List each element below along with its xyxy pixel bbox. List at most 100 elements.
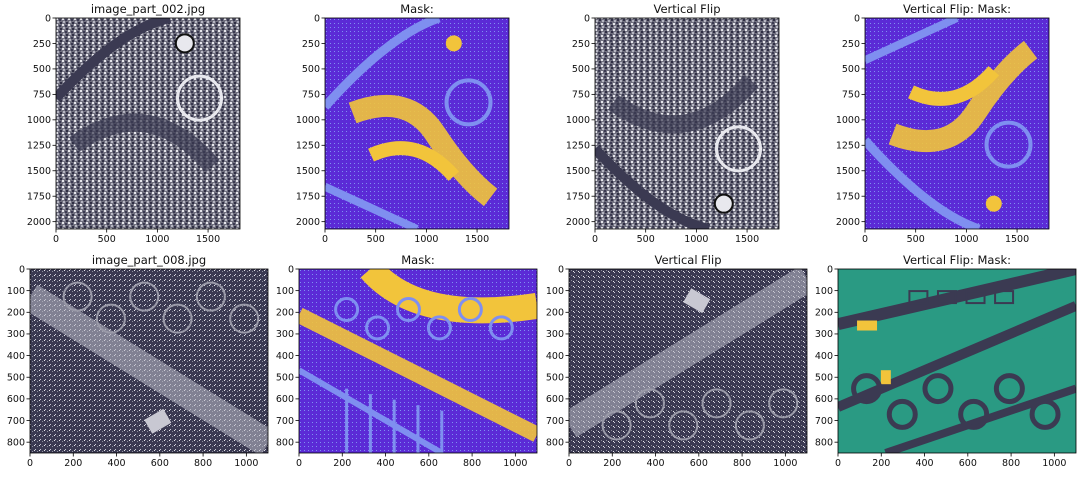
x-tick-label: 1500 — [465, 234, 489, 245]
x-tick-label: 400 — [107, 458, 125, 469]
image-area — [838, 269, 1076, 453]
y-tick-label: 1750 — [566, 192, 590, 203]
y-tick-label: 1250 — [296, 141, 320, 152]
subplot-title: Vertical Flip: Mask: — [903, 253, 1011, 267]
y-tick-label: 500 — [7, 373, 25, 384]
y-tick-label: 600 — [276, 394, 294, 405]
image-content — [299, 269, 537, 453]
x-tick-label: 200 — [872, 458, 890, 469]
y-tick-label: 200 — [815, 308, 833, 319]
subplot: Vertical Flip 0 200 400 600 800 1000 0 100 200 300… — [546, 253, 808, 469]
x-tick-label: 0 — [296, 458, 302, 469]
y-tick-label: 1000 — [566, 115, 590, 126]
x-tick-label: 1000 — [773, 458, 797, 469]
y-tick-label: 600 — [815, 394, 833, 405]
y-tick-label: 100 — [546, 286, 564, 297]
y-tick-label: 1250 — [836, 141, 860, 152]
y-tick-label: 750 — [302, 90, 320, 101]
image-area — [299, 269, 537, 453]
y-tick-label: 500 — [302, 64, 320, 75]
y-tick-label: 700 — [546, 416, 564, 427]
y-tick-label: 100 — [276, 286, 294, 297]
y-tick-label: 200 — [546, 308, 564, 319]
axes-frame — [568, 268, 808, 454]
y-tick-label: 1500 — [566, 166, 590, 177]
subplot-title: Mask: — [401, 253, 435, 267]
y-tick-label: 2000 — [296, 217, 320, 228]
y-tick-label: 1750 — [27, 192, 51, 203]
y-tick-label: 300 — [546, 329, 564, 340]
x-tick-label: 1000 — [954, 234, 978, 245]
x-tick-label: 200 — [64, 458, 82, 469]
y-tick-label: 800 — [7, 437, 25, 448]
axes-frame — [837, 268, 1077, 454]
y-tick-label: 500 — [276, 373, 294, 384]
image-content — [325, 18, 509, 229]
image-area — [325, 18, 509, 229]
y-tick-label: 500 — [815, 373, 833, 384]
y-tick-label: 1750 — [836, 192, 860, 203]
x-tick-label: 0 — [27, 458, 33, 469]
y-tick-label: 0 — [314, 13, 320, 24]
y-tick-label: 100 — [7, 286, 25, 297]
x-tick-label: 0 — [835, 458, 841, 469]
y-tick-label: 2000 — [566, 217, 590, 228]
x-tick-label: 500 — [907, 234, 925, 245]
y-tick-label: 500 — [546, 373, 564, 384]
axes-frame — [594, 17, 780, 230]
x-tick-label: 800 — [463, 458, 481, 469]
y-tick-label: 750 — [572, 90, 590, 101]
y-tick-label: 0 — [854, 13, 860, 24]
y-tick-label: 0 — [19, 264, 25, 275]
x-tick-label: 500 — [637, 234, 655, 245]
y-tick-label: 1000 — [27, 115, 51, 126]
image-area — [865, 18, 1049, 229]
y-tick-label: 400 — [276, 351, 294, 362]
x-tick-label: 1000 — [234, 458, 258, 469]
x-tick-label: 600 — [690, 458, 708, 469]
y-tick-label: 700 — [815, 416, 833, 427]
y-tick-label: 0 — [45, 13, 51, 24]
x-tick-label: 0 — [322, 234, 328, 245]
axes-frame — [864, 17, 1050, 230]
y-tick-label: 250 — [572, 39, 590, 50]
y-tick-label: 2000 — [836, 217, 860, 228]
subplot: image_part_002.jpg 0 500 1000 1500 0 250 500 750… — [27, 2, 241, 245]
y-tick-label: 400 — [815, 351, 833, 362]
y-tick-label: 800 — [546, 437, 564, 448]
y-tick-label: 1000 — [836, 115, 860, 126]
image-content — [30, 269, 268, 453]
y-tick-label: 700 — [7, 416, 25, 427]
y-tick-label: 250 — [302, 39, 320, 50]
y-tick-label: 600 — [546, 394, 564, 405]
x-tick-label: 1000 — [414, 234, 438, 245]
x-tick-label: 200 — [333, 458, 351, 469]
image-area — [595, 18, 779, 229]
y-tick-label: 200 — [276, 308, 294, 319]
x-tick-label: 1500 — [1005, 234, 1029, 245]
subplot: Vertical Flip: Mask: 0 200 400 600 800 1000 0 10… — [815, 253, 1077, 469]
y-tick-label: 500 — [572, 64, 590, 75]
subplot-title: Vertical Flip — [654, 253, 721, 267]
x-tick-label: 1500 — [735, 234, 759, 245]
axes-frame — [29, 268, 269, 454]
y-tick-label: 1250 — [27, 141, 51, 152]
y-tick-label: 1500 — [27, 166, 51, 177]
y-tick-label: 1500 — [296, 166, 320, 177]
y-tick-label: 600 — [7, 394, 25, 405]
x-tick-label: 400 — [915, 458, 933, 469]
x-tick-label: 400 — [646, 458, 664, 469]
axes-frame — [324, 17, 510, 230]
x-tick-label: 1000 — [145, 234, 169, 245]
image-content — [838, 269, 1076, 453]
y-tick-label: 400 — [7, 351, 25, 362]
x-tick-label: 1500 — [196, 234, 220, 245]
y-tick-label: 200 — [7, 308, 25, 319]
x-tick-label: 800 — [194, 458, 212, 469]
image-content — [865, 18, 1049, 229]
y-tick-label: 750 — [842, 90, 860, 101]
y-tick-label: 0 — [827, 264, 833, 275]
x-tick-label: 0 — [53, 234, 59, 245]
x-tick-label: 400 — [376, 458, 394, 469]
